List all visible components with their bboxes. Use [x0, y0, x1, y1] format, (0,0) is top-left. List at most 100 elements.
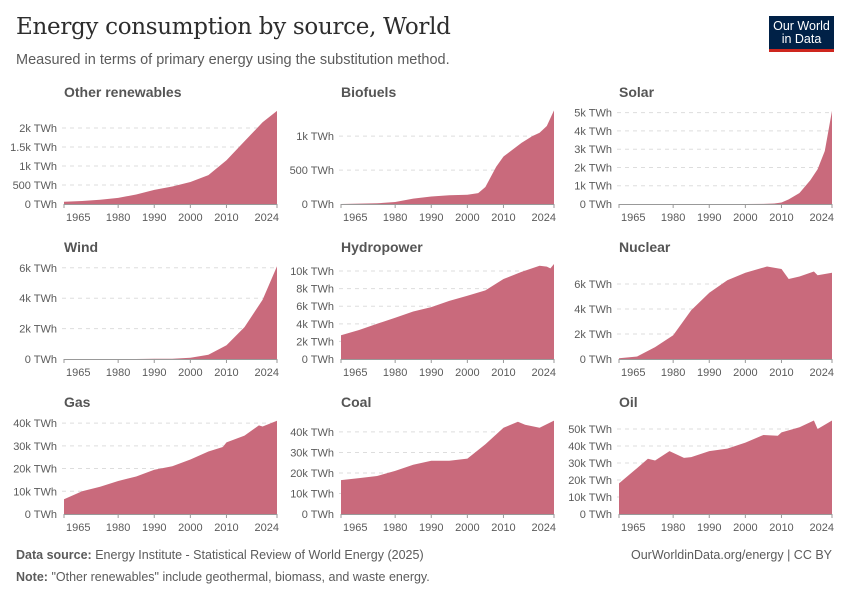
panel-title: Oil	[619, 394, 638, 410]
y-tick-label: 20k TWh	[290, 468, 334, 480]
x-tick-label: 1965	[343, 522, 367, 534]
x-tick-label: 2000	[178, 212, 202, 224]
x-tick-label: 1990	[419, 367, 443, 379]
y-tick-label: 30k TWh	[13, 441, 57, 453]
x-tick-label: 1965	[66, 367, 90, 379]
x-tick-label: 1980	[661, 522, 685, 534]
panel-title: Coal	[341, 394, 371, 410]
area-series	[341, 110, 554, 204]
x-tick-label: 1980	[383, 367, 407, 379]
x-tick-label: 1990	[142, 522, 166, 534]
x-tick-label: 1965	[66, 212, 90, 224]
x-tick-label: 2000	[178, 367, 202, 379]
y-tick-label: 0 TWh	[25, 509, 57, 521]
y-tick-label: 1k TWh	[296, 131, 334, 143]
y-tick-label: 2k TWh	[19, 324, 57, 336]
y-tick-label: 6k TWh	[296, 301, 334, 313]
y-tick-label: 4k TWh	[574, 304, 612, 316]
y-tick-label: 1k TWh	[19, 161, 57, 173]
x-tick-label: 1990	[697, 212, 721, 224]
y-tick-label: 500 TWh	[13, 180, 57, 192]
panel-title: Biofuels	[341, 84, 396, 100]
y-tick-label: 10k TWh	[13, 486, 57, 498]
y-tick-label: 6k TWh	[19, 263, 57, 275]
logo-text: Our World in Data	[773, 19, 830, 46]
y-tick-label: 0 TWh	[302, 509, 334, 521]
panel-title: Gas	[64, 394, 91, 410]
x-tick-label: 2010	[769, 212, 793, 224]
x-tick-label: 2000	[733, 212, 757, 224]
x-tick-label: 1965	[66, 522, 90, 534]
x-tick-label: 2000	[733, 367, 757, 379]
x-tick-label: 2010	[769, 522, 793, 534]
y-tick-label: 0 TWh	[25, 199, 57, 211]
y-tick-label: 0 TWh	[580, 354, 612, 366]
panel-title: Nuclear	[619, 239, 671, 255]
x-tick-label: 2010	[214, 212, 238, 224]
y-tick-label: 0 TWh	[580, 199, 612, 211]
y-tick-label: 20k TWh	[568, 475, 612, 487]
x-tick-label: 1965	[621, 212, 645, 224]
note: Note: "Other renewables" include geother…	[16, 570, 430, 584]
area-series	[341, 264, 554, 359]
y-tick-label: 4k TWh	[296, 319, 334, 331]
x-tick-label: 1990	[419, 212, 443, 224]
y-tick-label: 2k TWh	[574, 329, 612, 341]
panel-title: Solar	[619, 84, 655, 100]
x-tick-label: 1990	[697, 367, 721, 379]
x-tick-label: 2010	[769, 367, 793, 379]
x-tick-label: 2000	[455, 367, 479, 379]
area-series	[619, 420, 832, 514]
x-tick-label: 1990	[419, 522, 443, 534]
source-text: Energy Institute - Statistical Review of…	[95, 548, 424, 562]
area-series	[64, 420, 277, 514]
x-tick-label: 1965	[621, 367, 645, 379]
x-tick-label: 1980	[106, 212, 130, 224]
y-tick-label: 2k TWh	[19, 123, 57, 135]
data-source: Data source: Energy Institute - Statisti…	[16, 548, 424, 562]
x-tick-label: 2024	[532, 212, 556, 224]
y-tick-label: 30k TWh	[568, 458, 612, 470]
x-tick-label: 2010	[491, 367, 515, 379]
source-url[interactable]: OurWorldinData.org/energy | CC BY	[630, 548, 832, 562]
x-tick-label: 1980	[106, 522, 130, 534]
area-series	[619, 110, 832, 204]
y-tick-label: 40k TWh	[568, 441, 612, 453]
y-tick-label: 40k TWh	[290, 427, 334, 439]
x-tick-label: 2000	[455, 212, 479, 224]
x-tick-label: 1990	[697, 522, 721, 534]
x-tick-label: 2024	[255, 367, 279, 379]
x-tick-label: 2010	[214, 367, 238, 379]
x-tick-label: 1990	[142, 367, 166, 379]
y-tick-label: 0 TWh	[25, 354, 57, 366]
y-tick-label: 2k TWh	[296, 336, 334, 348]
y-tick-label: 4k TWh	[19, 293, 57, 305]
x-tick-label: 2024	[255, 522, 279, 534]
x-tick-label: 2024	[532, 367, 556, 379]
x-tick-label: 1990	[142, 212, 166, 224]
y-tick-label: 10k TWh	[290, 488, 334, 500]
owid-logo[interactable]: Our World in Data	[769, 16, 834, 52]
chart-title: Energy consumption by source, World	[16, 14, 451, 40]
y-tick-label: 3k TWh	[574, 144, 612, 156]
note-text: "Other renewables" include geothermal, b…	[51, 570, 430, 584]
y-tick-label: 8k TWh	[296, 284, 334, 296]
x-tick-label: 2024	[810, 212, 834, 224]
x-tick-label: 1965	[621, 522, 645, 534]
y-tick-label: 40k TWh	[13, 418, 57, 430]
area-series	[341, 420, 554, 514]
area-series	[64, 110, 277, 204]
panel-title: Wind	[64, 239, 98, 255]
area-series	[64, 266, 277, 359]
y-tick-label: 0 TWh	[302, 199, 334, 211]
y-tick-label: 4k TWh	[574, 126, 612, 138]
x-tick-label: 2024	[810, 522, 834, 534]
x-tick-label: 2024	[255, 212, 279, 224]
y-tick-label: 0 TWh	[580, 509, 612, 521]
x-tick-label: 1980	[106, 367, 130, 379]
x-tick-label: 2010	[491, 522, 515, 534]
x-tick-label: 1965	[343, 212, 367, 224]
x-tick-label: 2010	[491, 212, 515, 224]
y-tick-label: 0 TWh	[302, 354, 334, 366]
